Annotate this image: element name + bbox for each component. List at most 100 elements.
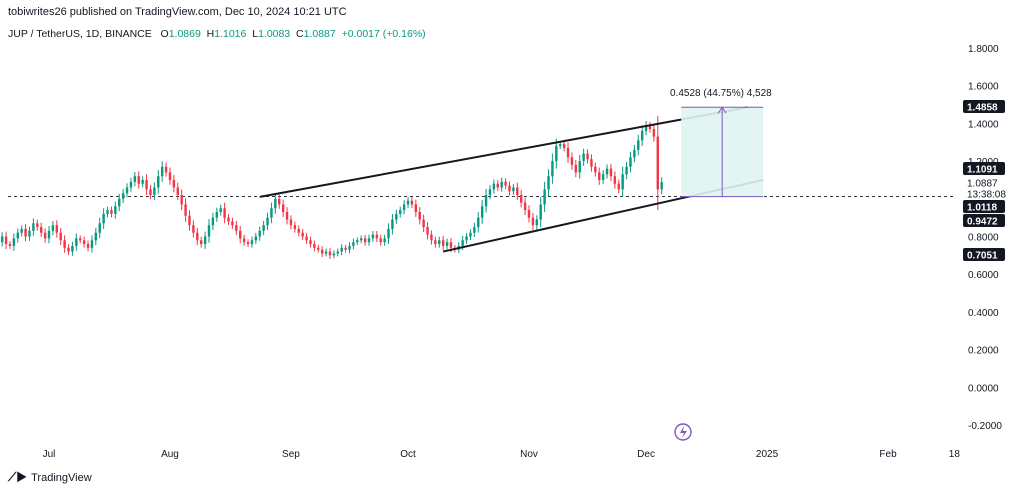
x-tick-label: Feb [879,449,897,460]
candle-body [75,238,78,246]
y-tick-label: 0.6000 [968,270,999,281]
candle-body [445,242,449,246]
candle-body [410,200,414,205]
candle-body [285,211,289,220]
y-tick-label: 0.4000 [968,308,999,319]
candle-body [356,240,359,243]
candle-body [235,225,238,231]
candle-body [352,242,355,246]
tradingview-logo-icon: ⟋▶ [8,470,28,484]
candle-body [582,153,585,162]
price-label: 0.9472 [967,217,998,228]
candle-body [461,240,464,246]
candle-body [406,200,410,205]
candle-body [160,166,164,177]
price-label: 1.0118 [967,203,997,214]
candle-body [172,179,176,188]
candle-body [324,251,328,254]
candle-body [367,238,371,243]
candle-body [418,211,421,220]
candle-body [574,164,578,173]
candle-body [79,238,82,241]
open-value: 1.0869 [168,28,201,40]
candle-body [395,213,398,220]
candle-body [121,193,125,199]
candle-body [207,225,211,237]
y-tick-label: 1.4000 [968,119,999,130]
candle-body [426,227,429,235]
candle-body [414,204,418,212]
y-tick-label: 0.8000 [968,233,999,244]
candle-body [63,240,66,248]
candle-body [637,140,640,150]
candle-body [309,240,312,245]
candle-body [512,187,515,192]
y-tick-label: 0.0000 [968,383,999,394]
brand-footer: ⟋▶ TradingView [8,470,92,485]
candle-body [12,238,16,246]
open-label: O [160,28,169,40]
candle-body [609,168,613,177]
candle-body [246,242,250,245]
price-label: 1.0887 [967,179,998,190]
measure-label: 0.4528 (44.75%) 4,528 [670,88,772,99]
candle-body [270,208,273,218]
candle-body [363,238,367,243]
candle-body [613,176,617,184]
candle-body [39,227,43,233]
x-tick-label: Dec [637,449,655,460]
candle-body [242,238,246,243]
candle-body [500,181,503,188]
candle-body [621,174,624,190]
x-tick-label: Nov [520,449,538,460]
channel-upper-line [259,106,748,198]
symbol-legend: JUP / TetherUS, 1D, BINANCE O1.0869 H1.1… [8,28,426,40]
event-bolt-icon [674,423,692,441]
x-tick-label: 2025 [756,449,779,460]
candle-body [168,172,172,180]
y-tick-label: 1.6000 [968,82,999,93]
candle-body [250,240,254,245]
candle-body [438,240,441,245]
candle-body [67,247,70,252]
price-label-box [963,214,1005,227]
high-value: 1.1016 [214,28,247,40]
x-tick-label: Oct [400,449,416,460]
candle-body [652,129,656,137]
candle-body [504,181,507,186]
brand-name: TradingView [31,471,92,484]
candle-body [531,217,535,226]
candle-body [559,144,562,147]
candle-body [340,247,343,252]
candle-body [36,223,39,228]
candle-body [598,172,601,180]
candle-body [535,219,539,226]
candle-body [192,225,195,233]
price-label: 1.4858 [967,103,998,114]
candle-body [98,223,101,233]
candle-body [157,176,160,188]
candle-body [586,153,589,160]
candle-body [332,253,336,256]
candle-body [129,181,133,188]
candle-body [278,198,281,205]
change-value: +0.0017 (+0.16%) [341,28,426,40]
candle-body [590,159,593,167]
candle-body [523,202,527,211]
candle-body [336,251,339,254]
candle-body [516,187,519,196]
y-tick-label: -0.2000 [968,421,1002,432]
candle-body [51,225,55,231]
candle-body [477,217,480,228]
candle-body [239,230,242,239]
candle-body [59,232,62,241]
candle-body [176,187,179,196]
candle-body [274,198,277,209]
candle-body [90,240,94,248]
candle-body [211,217,215,226]
candle-body [305,236,308,241]
candle-body [71,245,74,252]
candle-body [379,238,382,243]
candle-body [449,242,453,248]
